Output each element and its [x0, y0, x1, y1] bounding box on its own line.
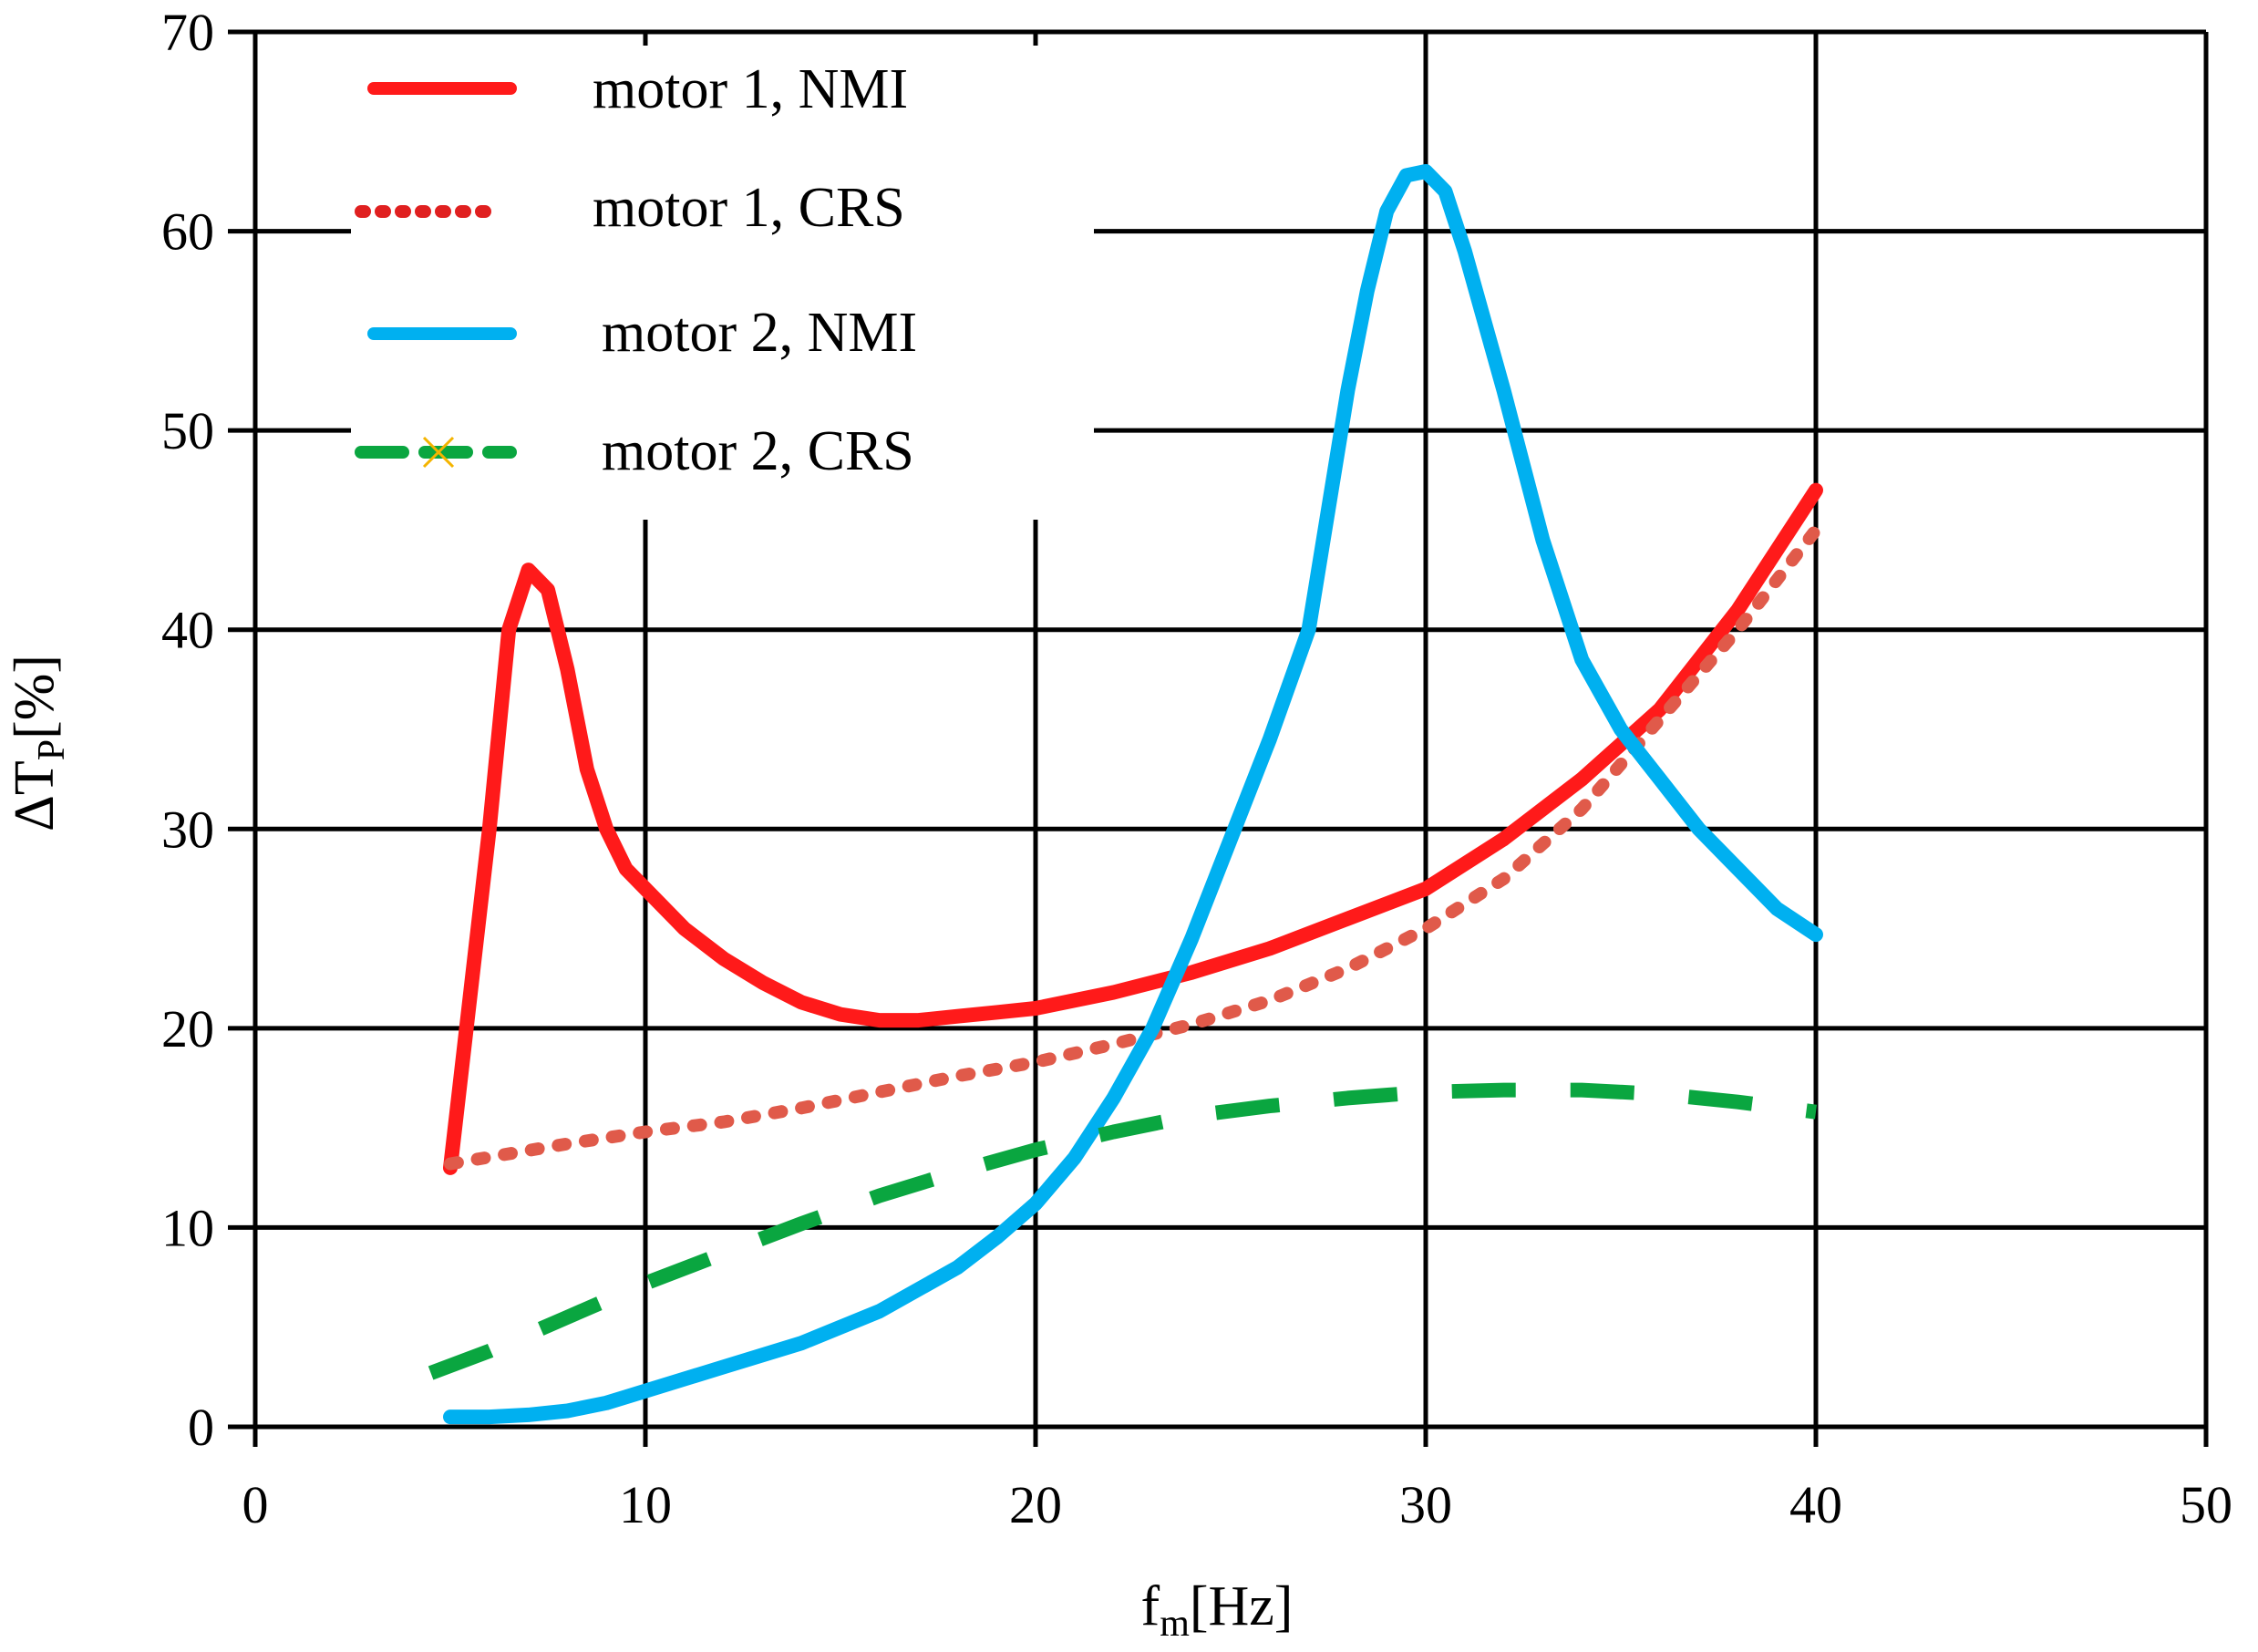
y-tick-label-0: 0: [188, 1398, 214, 1457]
legend-entry-motor1-nmi: motor 1, NMI: [367, 58, 908, 120]
legend-label-motor1-crs: motor 1, CRS: [593, 177, 905, 239]
legend-label-motor2-nmi: motor 2, NMI: [602, 302, 917, 364]
x-tick-label-40: 40: [1789, 1475, 1842, 1534]
y-tick-label-50: 50: [161, 401, 214, 460]
x-axis-title: fm[Hz]: [1141, 1575, 1294, 1645]
y-tick-label-30: 30: [161, 800, 214, 859]
y-tick-label-10: 10: [161, 1198, 214, 1257]
legend-entry-motor2-nmi: motor 2, NMI: [367, 302, 917, 364]
x-tick-label-20: 20: [1009, 1475, 1062, 1534]
y-tick-label-70: 70: [161, 3, 214, 62]
legend-marker-x-icon: [422, 436, 455, 469]
series-group: [428, 164, 1823, 1425]
y-tick-label-60: 60: [161, 202, 214, 262]
x-tick-label-30: 30: [1399, 1475, 1452, 1534]
y-tick-label-40: 40: [161, 601, 214, 660]
y-tick-label-20: 20: [161, 999, 214, 1058]
series-line-motor-2-nmi: [443, 164, 1823, 1425]
y-axis-title: ΔTP[%]: [4, 655, 73, 831]
legend-box: [351, 46, 1094, 520]
tick-labels: 0 10 20 30 40 50 60 70 0 10 20 30 40 50: [161, 3, 2232, 1534]
legend-label-motor2-crs: motor 2, CRS: [602, 420, 914, 482]
x-tick-label-0: 0: [242, 1475, 269, 1534]
axes: [228, 29, 2209, 1447]
legend: motor 1, NMI motor 1, CRS motor 2, NMI m…: [351, 46, 1094, 520]
legend-label-motor1-nmi: motor 1, NMI: [593, 58, 908, 120]
x-tick-label-50: 50: [2180, 1475, 2232, 1534]
x-tick-label-10: 10: [619, 1475, 672, 1534]
legend-entry-motor2-crs: motor 2, CRS: [355, 420, 914, 482]
series-line-motor-2-crs: [428, 1082, 1818, 1380]
series-line-motor-1-nmi: [443, 482, 1823, 1175]
legend-entry-motor1-crs: motor 1, CRS: [355, 177, 905, 239]
